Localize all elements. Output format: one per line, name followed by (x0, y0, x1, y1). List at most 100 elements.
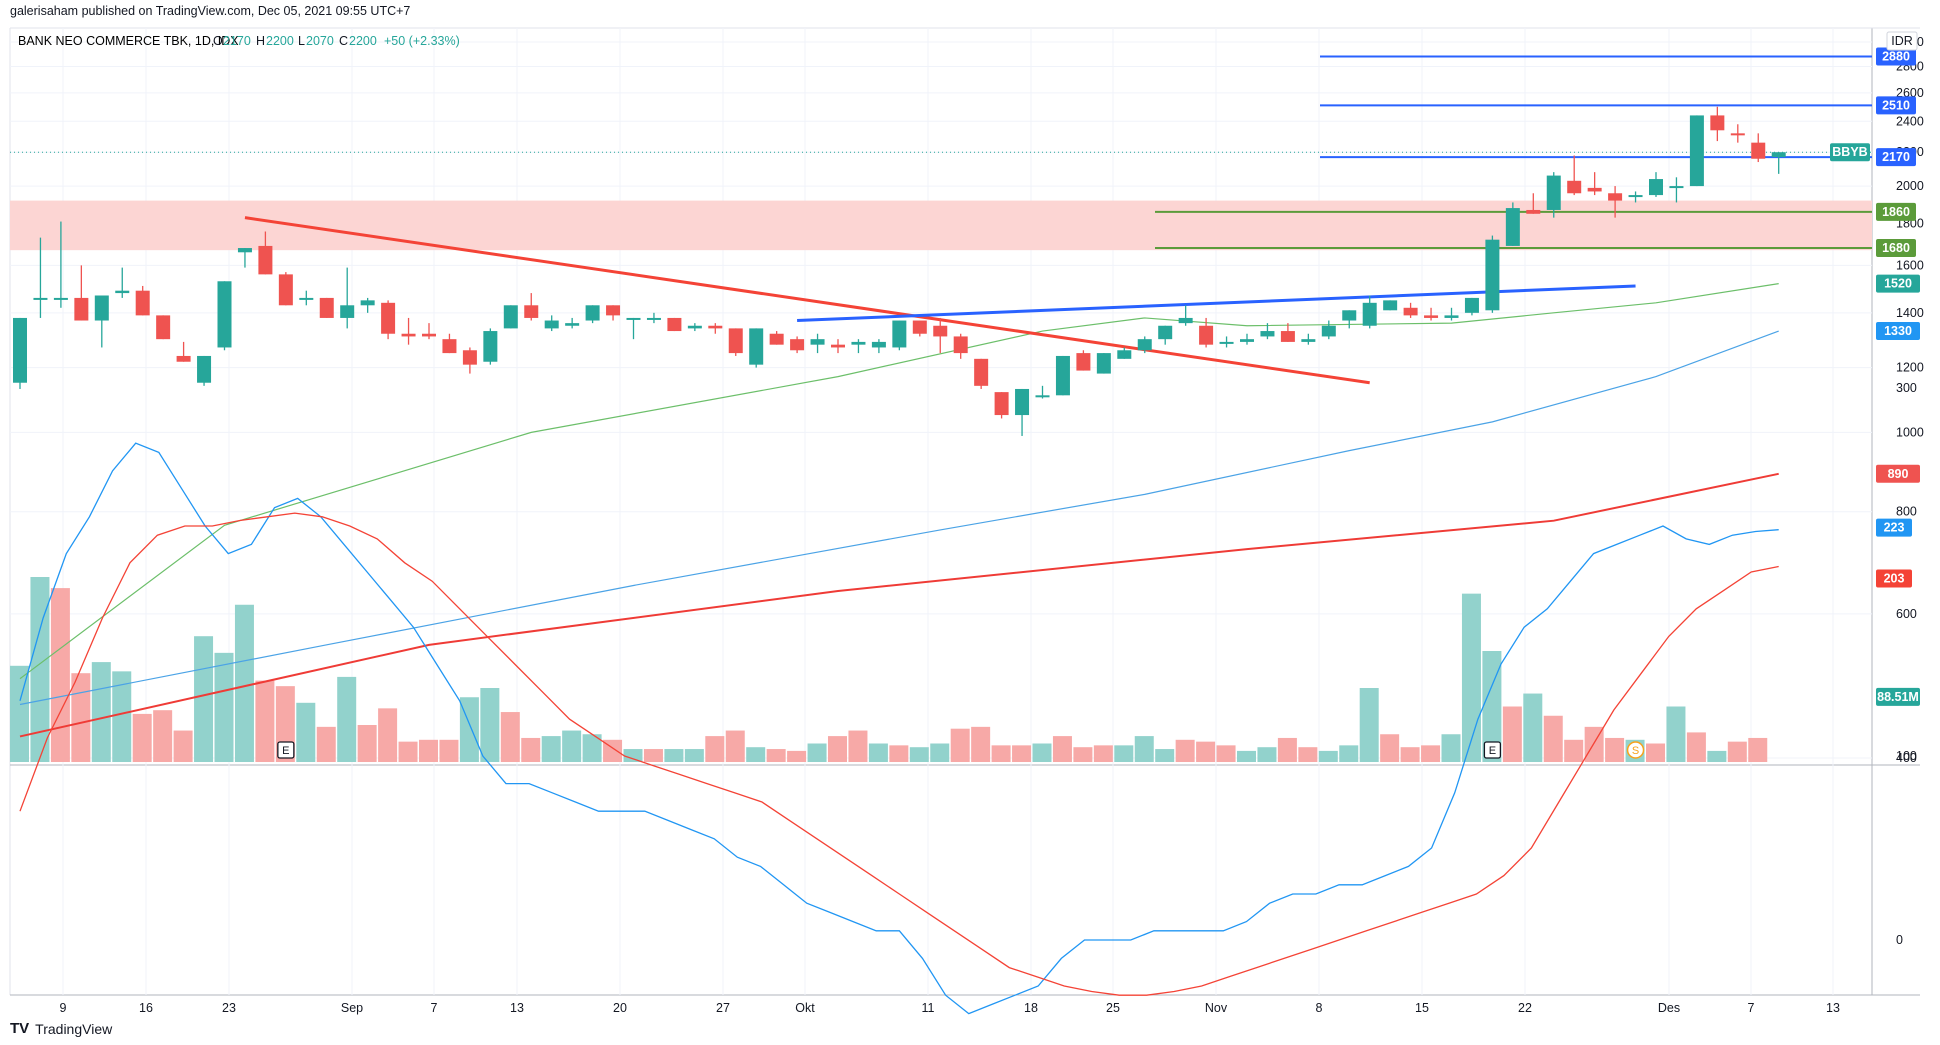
volume-bar (1564, 739, 1584, 762)
candle-body (401, 333, 416, 337)
volume-bar (991, 745, 1011, 762)
volume-bar (1052, 736, 1072, 762)
volume-bar (1257, 747, 1277, 762)
candle-body (565, 323, 580, 326)
price-badge-label: 88.51M (1877, 690, 1919, 704)
earnings-marker-label: E (1489, 745, 1496, 757)
price-badge (1876, 148, 1916, 167)
currency-box[interactable] (1886, 31, 1918, 51)
price-badge (1876, 322, 1920, 341)
candle-body (1280, 331, 1295, 342)
candle-body (1301, 339, 1316, 342)
candle-body (1567, 180, 1582, 194)
candle-body (217, 281, 232, 348)
volume-bar (1359, 688, 1379, 762)
price-tick-label: 1200 (1896, 361, 1924, 375)
volume-bar (1727, 741, 1747, 762)
candle-body (340, 305, 355, 318)
volume-bar (684, 749, 704, 762)
volume-bar (582, 734, 602, 762)
volume-bar (971, 726, 991, 762)
time-axis: 9 16 23 Sep 7 13 20 27 Okt 11 18 25 Nov 8 15 22 Des 7 13 (60, 1001, 1840, 1015)
volume-bar (705, 736, 725, 762)
volume-bar (1196, 741, 1216, 762)
volume-bar (234, 604, 254, 762)
time-tick-label: Nov (1205, 1001, 1228, 1015)
candle-body (871, 341, 886, 348)
tradingview-logo[interactable]: TV TradingView (10, 1020, 112, 1037)
candle-body (381, 302, 396, 334)
volume-bar (255, 680, 275, 762)
candle-body (278, 274, 293, 306)
candle-body (585, 305, 600, 321)
volume-bar (1400, 747, 1420, 762)
moving-average-line (19, 330, 1779, 706)
candle-body (1383, 300, 1398, 311)
volume-bar (807, 743, 827, 762)
time-tick-label: Okt (795, 1001, 815, 1015)
price-badge-label: 1330 (1884, 324, 1912, 338)
volume-bar (419, 739, 438, 762)
candle-body (892, 320, 907, 348)
candle-body (258, 245, 273, 275)
symbol-title: BANK NEO COMMERCE TBK, 1D, IDX (18, 34, 239, 48)
time-tick-label: 8 (1316, 1001, 1323, 1015)
volume-bar (664, 749, 684, 762)
price-tick-label: 1400 (1896, 306, 1924, 320)
osc-tick-label: 0 (1896, 933, 1903, 947)
volume-bar (623, 749, 643, 762)
price-badge (1876, 274, 1920, 293)
price-tick-label: 800 (1896, 505, 1917, 519)
candle-body (1096, 353, 1111, 374)
volume-bar (91, 662, 111, 762)
volume-bar (1502, 706, 1522, 762)
volume-bar (1237, 750, 1256, 762)
earnings-marker (1483, 741, 1502, 759)
split-marker-label: S (1632, 745, 1639, 757)
price-tick-label: 2600 (1896, 86, 1924, 100)
volume-bar (1707, 750, 1727, 762)
volume-bar (30, 577, 50, 762)
price-badge-label: 1520 (1884, 277, 1912, 291)
candle-body (422, 333, 436, 337)
volume-bar (214, 652, 234, 762)
candle-body (176, 355, 191, 362)
volume-bar (112, 671, 132, 762)
candle-body (810, 339, 825, 345)
volume-bar (1032, 743, 1052, 762)
candle-body (13, 317, 27, 383)
price-badge (1876, 687, 1920, 706)
candle-body (94, 295, 109, 321)
candle-body (1424, 315, 1439, 318)
candle-body (524, 305, 539, 318)
close-value: 2200 (349, 34, 377, 48)
candle-body (1117, 350, 1132, 359)
oscillator-badge (1876, 518, 1912, 537)
candle-body (1199, 325, 1214, 345)
volume-bar (50, 588, 70, 762)
volume-bar (725, 730, 745, 762)
price-tick-label: 600 (1896, 607, 1917, 621)
volume-bar (194, 636, 214, 762)
candle-body (319, 297, 334, 318)
publish-line: galerisaham published on TradingView.com… (10, 4, 411, 18)
time-tick-label: 22 (1518, 1001, 1532, 1015)
oscillator-line (19, 512, 1779, 996)
time-tick-label: Sep (341, 1001, 363, 1015)
candle-body (790, 339, 805, 351)
volume-bar (1441, 734, 1461, 762)
volume-bars (10, 577, 1768, 762)
candle-body (1342, 310, 1357, 321)
osc-tick-label: 100 (1896, 749, 1917, 763)
osc-tick-label: 300 (1896, 381, 1917, 395)
price-tick-label: 1000 (1896, 425, 1924, 439)
price-badge (1876, 239, 1916, 258)
price-tick-label: 1600 (1896, 258, 1924, 272)
trendline (244, 216, 1370, 385)
time-tick-label: 13 (1826, 1001, 1840, 1015)
oscillator-badge (1876, 569, 1912, 588)
volume-bar (1134, 736, 1154, 762)
volume-bar (378, 708, 398, 762)
candle-body (687, 325, 702, 329)
